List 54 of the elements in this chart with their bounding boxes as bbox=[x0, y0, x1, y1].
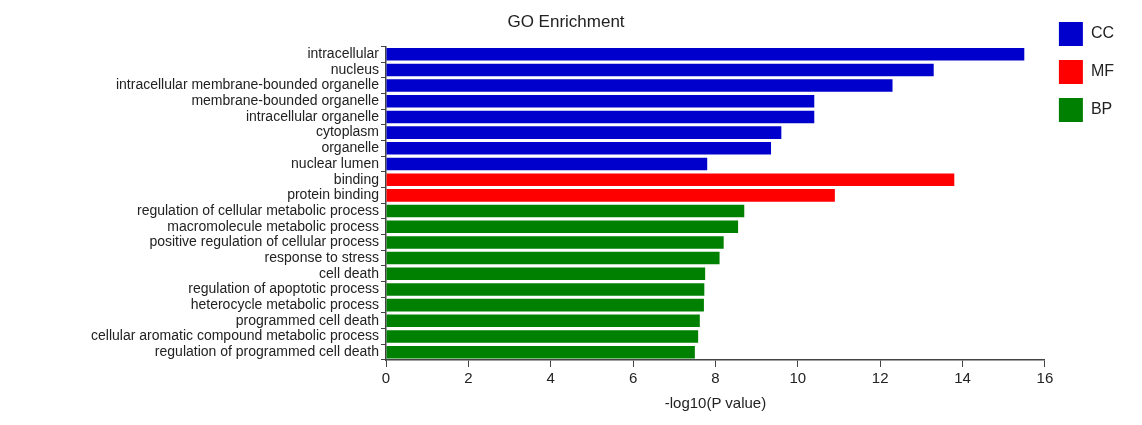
bar bbox=[386, 314, 700, 328]
x-tick-label: 0 bbox=[381, 369, 391, 387]
y-tick-label: programmed cell death bbox=[235, 311, 379, 328]
y-tick-label: nucleus bbox=[330, 60, 379, 77]
bar bbox=[386, 236, 724, 249]
y-tick-label: organelle bbox=[321, 139, 380, 156]
y-tick-label: membrane-bounded organelle bbox=[191, 92, 380, 109]
bar bbox=[386, 79, 893, 92]
y-tick-label: positive regulation of cellular process bbox=[149, 233, 379, 250]
bar bbox=[386, 251, 720, 265]
bar bbox=[386, 157, 708, 171]
y-tick-label: nuclear lumen bbox=[291, 154, 379, 171]
bar bbox=[386, 173, 955, 186]
y-tick-label: cytoplasm bbox=[315, 123, 379, 140]
y-tick-label: regulation of programmed cell death bbox=[154, 343, 379, 360]
x-tick-label: 14 bbox=[954, 369, 971, 387]
y-tick-label: regulation of cellular metabolic process bbox=[136, 201, 379, 218]
bar bbox=[386, 47, 1025, 61]
x-tick-label: 6 bbox=[628, 369, 638, 387]
x-tick-label: 2 bbox=[464, 369, 473, 387]
legend-label: CC bbox=[1090, 24, 1114, 42]
bar bbox=[386, 63, 934, 77]
x-tick-label: 16 bbox=[1036, 369, 1054, 387]
y-tick-label: binding bbox=[333, 170, 379, 187]
y-tick-label: intracellular membrane-bounded organelle bbox=[115, 76, 380, 93]
y-tick-label: protein binding bbox=[287, 186, 379, 203]
bar bbox=[386, 189, 835, 202]
bar bbox=[386, 220, 739, 233]
chart-title: GO Enrichment bbox=[507, 11, 625, 31]
x-tick-label: 4 bbox=[546, 369, 555, 387]
y-tick-label: intracellular organelle bbox=[245, 107, 380, 124]
bar bbox=[386, 283, 705, 296]
y-tick-label: macromolecule metabolic process bbox=[167, 217, 379, 234]
bar bbox=[386, 204, 745, 218]
y-tick-label: response to stress bbox=[264, 248, 379, 265]
bar bbox=[386, 142, 772, 155]
y-tick-label: intracellular bbox=[307, 45, 380, 62]
y-tick-label: heterocycle metabolic process bbox=[190, 295, 379, 312]
y-tick-label: cell death bbox=[319, 264, 379, 281]
x-tick-label: 10 bbox=[789, 369, 807, 387]
bar bbox=[386, 110, 815, 124]
legend-label: BP bbox=[1090, 100, 1113, 118]
bar bbox=[386, 345, 695, 359]
x-tick-label: 8 bbox=[711, 369, 720, 387]
bar bbox=[386, 126, 782, 139]
legend-label: MF bbox=[1090, 62, 1115, 80]
bar bbox=[386, 330, 699, 343]
bar bbox=[386, 267, 706, 281]
y-tick-label: regulation of apoptotic process bbox=[188, 280, 379, 297]
x-tick-label: 12 bbox=[871, 369, 889, 387]
bar bbox=[386, 298, 704, 312]
x-axis-title: -log10(P value) bbox=[664, 394, 767, 412]
bar bbox=[386, 95, 815, 108]
y-tick-label: cellular aromatic compound metabolic process bbox=[91, 327, 379, 344]
